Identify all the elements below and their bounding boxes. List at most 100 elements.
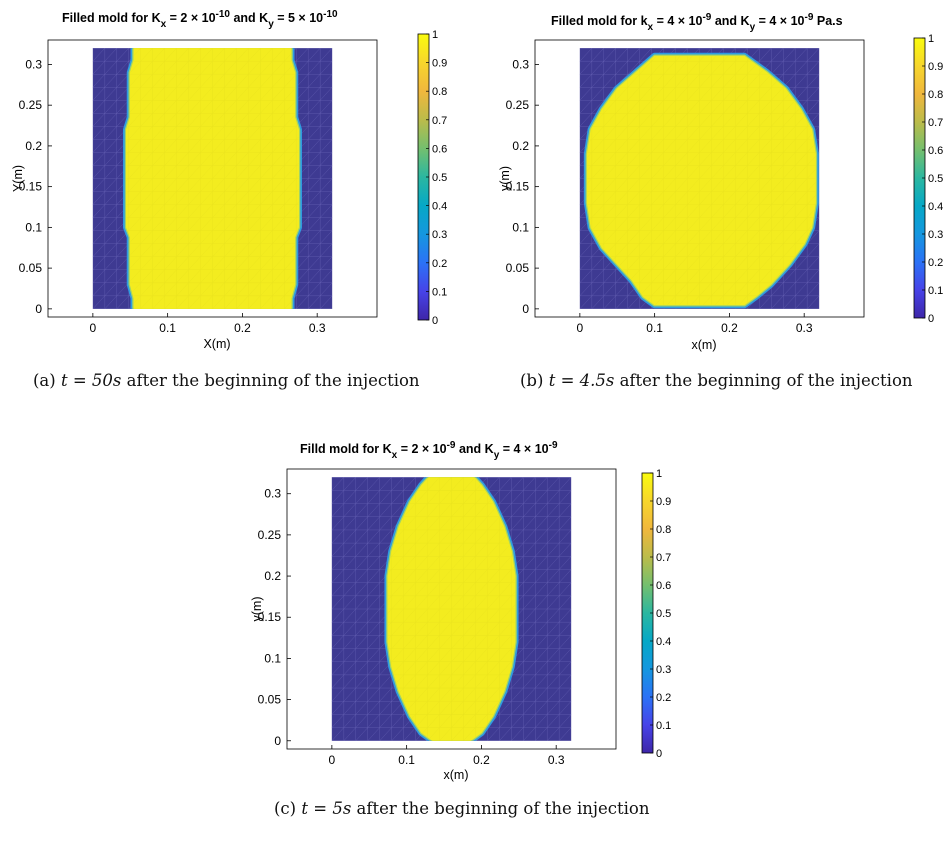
title-part-a-7: -10: [323, 9, 338, 20]
title-part-c-4: and K: [456, 442, 494, 456]
colorbar-tick-label-b-8: 0.8: [928, 89, 943, 101]
chart-title-a: Filled mold for Kx = 2 × 10-10 and Ky = …: [62, 9, 338, 30]
colorbar-tick-label-b-4: 0.4: [928, 201, 943, 213]
colorbar-tick-label-b-9: 0.9: [928, 61, 943, 73]
title-part-c-6: = 4 × 10: [499, 442, 548, 456]
mesh-filled-inner-a: [126, 48, 299, 309]
panel-a: 0 0.1 0.2 0.3 0 0.05 0.1 0.15 0.2 0.25 0.3 X(m) Y(m)…: [11, 9, 447, 351]
y-tick-label-b-0: 0: [522, 302, 529, 316]
y-tick-label-c-0: 0: [274, 734, 281, 748]
title-part-b-5: y: [750, 22, 756, 33]
colorbar-tick-label-b-2: 0.2: [928, 257, 943, 269]
flow-b: [583, 52, 819, 309]
x-tick-label-b-2: 0.2: [721, 321, 738, 335]
title-part-a-1: x: [161, 19, 167, 30]
colorbar-tick-label-c-4: 0.4: [656, 636, 671, 648]
colorbar-tick-label-c-5: 0.5: [656, 608, 671, 620]
chart-title-b: Filled mold for kx = 4 × 10-9 and Ky = 4…: [551, 12, 843, 33]
chart-title-c: Filld mold for Kx = 2 × 10-9 and Ky = 4 …: [300, 440, 558, 461]
colorbar-tick-label-a-5: 0.5: [432, 172, 447, 184]
x-axis-label-c: x(m): [444, 768, 469, 782]
title-part-c-1: x: [392, 450, 398, 461]
caption-b: (b) t = 4.5s after the beginning of the …: [520, 370, 945, 392]
x-tick-label-c-3: 0.3: [548, 753, 565, 767]
colorbar-tick-label-c-8: 0.8: [656, 524, 671, 536]
y-tick-label-b-4: 0.2: [512, 139, 529, 153]
x-tick-label-a-3: 0.3: [309, 321, 326, 335]
title-part-a-6: = 5 × 10: [274, 11, 323, 25]
y-tick-label-b-3: 0.15: [506, 180, 530, 194]
title-part-c-7: -9: [549, 440, 558, 451]
title-part-b-8: Pa.s: [813, 14, 842, 28]
title-part-a-3: -10: [216, 9, 231, 20]
y-axis-label-b: y(m): [498, 166, 512, 191]
colorbar-tick-label-a-3: 0.3: [432, 229, 447, 241]
caption-b-math: t = 4.5s: [548, 371, 615, 390]
title-part-c-0: Filld mold for K: [300, 442, 392, 456]
colorbar-tick-label-a-10: 1: [432, 29, 438, 41]
y-tick-label-c-2: 0.1: [264, 651, 281, 665]
title-part-c-3: -9: [447, 440, 456, 451]
caption-b-text: after the beginning of the injection: [614, 371, 913, 390]
mesh-filled-b: [587, 56, 816, 305]
title-part-a-0: Filled mold for K: [62, 11, 161, 25]
mesh-filled-lines-b: [587, 56, 816, 305]
colorbar-tick-label-b-6: 0.6: [928, 145, 943, 157]
colorbar-tick-label-a-0: 0: [432, 315, 438, 327]
x-tick-label-c-2: 0.2: [473, 753, 490, 767]
title-part-c-2: = 2 × 10: [397, 442, 446, 456]
x-tick-label-a-2: 0.2: [234, 321, 251, 335]
title-part-b-6: = 4 × 10: [755, 14, 804, 28]
x-tick-label-c-0: 0: [329, 753, 336, 767]
x-tick-label-c-1: 0.1: [398, 753, 415, 767]
mesh-filled-inner-b: [587, 56, 816, 305]
x-tick-label-b-1: 0.1: [646, 321, 663, 335]
colorbar-tick-label-c-6: 0.6: [656, 580, 671, 592]
colorbar-tick-label-a-9: 0.9: [432, 58, 447, 70]
x-tick-label-a-0: 0: [90, 321, 97, 335]
y-tick-label-c-6: 0.3: [264, 487, 281, 501]
caption-a: (a) t = 50s after the beginning of the i…: [33, 370, 463, 392]
title-part-b-1: x: [648, 22, 654, 33]
filled-region-b: [586, 55, 816, 306]
colorbar-tick-label-b-10: 1: [928, 33, 934, 45]
y-tick-label-b-1: 0.05: [506, 261, 530, 275]
mesh-filled-lines-c: [387, 477, 516, 741]
colorbar-tick-label-c-2: 0.2: [656, 692, 671, 704]
colorbar-tick-label-c-3: 0.3: [656, 664, 671, 676]
mesh-filled-lines-a: [126, 48, 299, 309]
colorbar-tick-label-b-0: 0: [928, 313, 934, 325]
panel-c: 0 0.1 0.2 0.3 0 0.05 0.1 0.15 0.2 0.25 0.3 x(m) y(m)…: [250, 440, 671, 782]
title-part-b-3: -9: [702, 12, 711, 23]
colorbar-tick-label-a-1: 0.1: [432, 286, 447, 298]
colorbar-tick-label-b-1: 0.1: [928, 285, 943, 297]
title-part-a-2: = 2 × 10: [166, 11, 215, 25]
y-tick-label-a-4: 0.2: [25, 139, 42, 153]
colorbar-tick-label-c-10: 1: [656, 468, 662, 480]
x-tick-label-a-1: 0.1: [159, 321, 176, 335]
y-tick-label-a-1: 0.05: [19, 261, 43, 275]
y-tick-label-a-6: 0.3: [25, 57, 42, 71]
caption-a-label: (a): [33, 371, 61, 390]
colorbar-tick-label-a-4: 0.4: [432, 201, 447, 213]
colorbar-tick-label-c-9: 0.9: [656, 496, 671, 508]
mesh-filled-c: [387, 477, 516, 741]
caption-c: (c) t = 5s after the beginning of the in…: [274, 798, 694, 820]
x-tick-label-b-0: 0: [577, 321, 584, 335]
y-tick-label-a-3: 0.15: [19, 180, 43, 194]
x-tick-label-b-3: 0.3: [796, 321, 813, 335]
y-axis-label-a: Y(m): [11, 165, 25, 192]
title-part-a-4: and K: [230, 11, 268, 25]
colorbar-tick-label-a-2: 0.2: [432, 258, 447, 270]
mesh-filled-a: [126, 48, 299, 309]
y-tick-label-b-6: 0.3: [512, 57, 529, 71]
title-part-b-7: -9: [805, 12, 814, 23]
x-axis-label-b: x(m): [692, 338, 717, 352]
y-tick-label-a-0: 0: [35, 302, 42, 316]
y-tick-label-b-2: 0.1: [512, 220, 529, 234]
mesh-filled-inner-c: [387, 477, 516, 741]
colorbar-tick-label-b-5: 0.5: [928, 173, 943, 185]
y-axis-label-c: y(m): [250, 597, 264, 622]
colorbar-tick-label-b-3: 0.3: [928, 229, 943, 241]
